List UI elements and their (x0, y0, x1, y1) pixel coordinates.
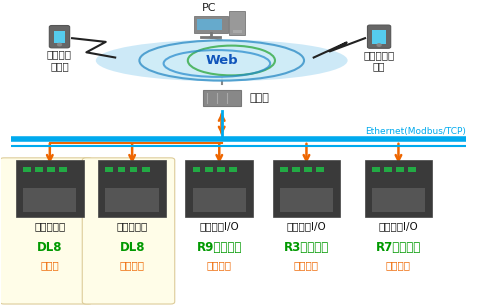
FancyBboxPatch shape (82, 158, 175, 304)
FancyBboxPatch shape (408, 167, 416, 172)
FancyBboxPatch shape (106, 167, 113, 172)
FancyBboxPatch shape (98, 160, 166, 217)
Text: タブレット
端末: タブレット 端末 (363, 50, 394, 71)
Text: DL8: DL8 (119, 241, 145, 254)
Circle shape (377, 44, 381, 46)
Text: リモートI/O: リモートI/O (199, 221, 239, 231)
FancyBboxPatch shape (117, 167, 125, 172)
FancyBboxPatch shape (217, 167, 225, 172)
FancyBboxPatch shape (233, 30, 242, 33)
FancyBboxPatch shape (23, 167, 31, 172)
FancyBboxPatch shape (203, 90, 241, 106)
Text: データマル: データマル (34, 221, 65, 231)
FancyBboxPatch shape (23, 188, 76, 212)
FancyBboxPatch shape (372, 188, 425, 212)
Text: スマート
フォン: スマート フォン (47, 49, 72, 71)
FancyBboxPatch shape (205, 167, 212, 172)
FancyBboxPatch shape (316, 167, 324, 172)
Text: ルータ: ルータ (249, 93, 269, 103)
Text: マスタ: マスタ (40, 260, 59, 270)
Text: R9シリーズ: R9シリーズ (197, 241, 242, 254)
FancyBboxPatch shape (197, 19, 222, 30)
Text: リモートI/O: リモートI/O (286, 221, 326, 231)
FancyBboxPatch shape (372, 167, 379, 172)
Text: スレーブ: スレーブ (386, 260, 411, 270)
FancyBboxPatch shape (280, 167, 287, 172)
FancyBboxPatch shape (47, 167, 55, 172)
Ellipse shape (96, 40, 348, 81)
FancyBboxPatch shape (368, 25, 391, 48)
FancyBboxPatch shape (193, 188, 246, 212)
Text: スレーブ: スレーブ (120, 260, 145, 270)
FancyBboxPatch shape (16, 160, 84, 217)
FancyBboxPatch shape (35, 167, 43, 172)
FancyBboxPatch shape (54, 31, 65, 43)
Text: データマル: データマル (116, 221, 148, 231)
FancyBboxPatch shape (396, 167, 404, 172)
Ellipse shape (139, 40, 304, 80)
Text: PC: PC (203, 2, 217, 13)
FancyBboxPatch shape (292, 167, 300, 172)
FancyBboxPatch shape (142, 167, 150, 172)
FancyBboxPatch shape (372, 30, 386, 44)
Text: スレーブ: スレーブ (207, 260, 232, 270)
FancyBboxPatch shape (49, 25, 70, 48)
FancyBboxPatch shape (229, 167, 237, 172)
FancyBboxPatch shape (186, 160, 253, 217)
Text: DL8: DL8 (37, 241, 62, 254)
Text: リモートI/O: リモートI/O (378, 221, 418, 231)
FancyBboxPatch shape (0, 158, 93, 304)
FancyBboxPatch shape (229, 11, 245, 35)
Text: R7シリーズ: R7シリーズ (376, 241, 421, 254)
Text: Web: Web (206, 54, 238, 67)
FancyBboxPatch shape (59, 167, 67, 172)
Text: R3シリーズ: R3シリーズ (284, 241, 329, 254)
Text: スレーブ: スレーブ (294, 260, 319, 270)
FancyBboxPatch shape (194, 16, 228, 33)
Text: Ethernet(Modbus/TCP): Ethernet(Modbus/TCP) (365, 127, 466, 136)
FancyBboxPatch shape (273, 160, 340, 217)
FancyBboxPatch shape (106, 188, 159, 212)
FancyBboxPatch shape (365, 160, 432, 217)
FancyBboxPatch shape (280, 188, 333, 212)
FancyBboxPatch shape (384, 167, 392, 172)
FancyBboxPatch shape (304, 167, 312, 172)
FancyBboxPatch shape (193, 167, 201, 172)
Circle shape (57, 43, 61, 46)
FancyBboxPatch shape (130, 167, 137, 172)
